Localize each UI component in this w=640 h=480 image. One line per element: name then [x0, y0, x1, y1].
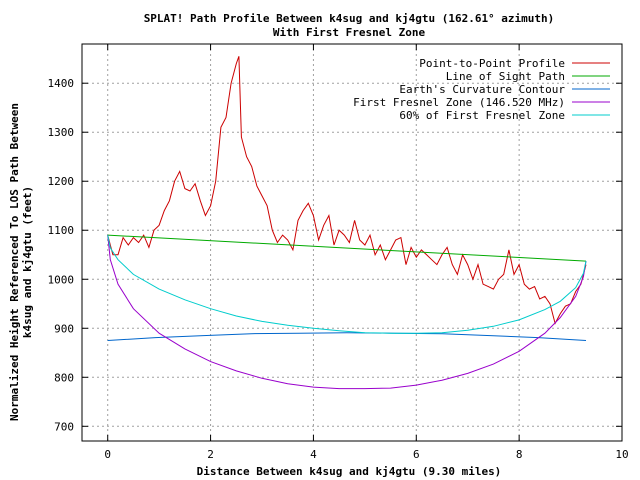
- series-line-earth-s-curvature-contour: [107, 332, 587, 341]
- x-tick-label: 10: [615, 448, 628, 461]
- legend-label: Earth's Curvature Contour: [399, 83, 565, 96]
- series-line-line-of-sight-path: [107, 234, 587, 262]
- y-tick-label: 1200: [48, 175, 75, 188]
- y-axis-label-line2: k4sug and kj4gtu (feet): [21, 186, 34, 338]
- legend-label: 60% of First Fresnel Zone: [399, 109, 565, 122]
- y-tick-label: 1400: [48, 77, 75, 90]
- y-tick-label: 1300: [48, 126, 75, 139]
- x-tick-label: 8: [516, 448, 523, 461]
- y-tick-label: 700: [54, 420, 74, 433]
- y-tick-label: 1000: [48, 273, 75, 286]
- series-group: [107, 56, 587, 390]
- series-line-60-of-first-fresnel-zone: [107, 235, 587, 334]
- chart-subtitle: With First Fresnel Zone: [273, 26, 426, 39]
- x-axis-label: Distance Between k4sug and kj4gtu (9.30 …: [197, 465, 502, 478]
- grid: [82, 44, 622, 441]
- legend-label: Point-to-Point Profile: [419, 57, 565, 70]
- y-tick-label: 900: [54, 322, 74, 335]
- y-tick-label: 800: [54, 371, 74, 384]
- legend-label: First Fresnel Zone (146.520 MHz): [353, 96, 565, 109]
- plot-frame: [81, 43, 623, 442]
- x-tick-label: 6: [413, 448, 420, 461]
- x-tick-label: 4: [310, 448, 317, 461]
- y-tick-label: 1100: [48, 224, 75, 237]
- chart-title: SPLAT! Path Profile Between k4sug and kj…: [144, 12, 555, 25]
- legend-label: Line of Sight Path: [446, 70, 565, 83]
- series-line-point-to-point-profile: [107, 56, 587, 325]
- axis-ticks: 0 2 4 6 8 10 700 800 900 1000 1100 1200 1300 1400: [48, 44, 629, 461]
- x-tick-label: 0: [104, 448, 111, 461]
- series-line-first-fresnel-zone-146-520-mhz: [107, 235, 587, 390]
- x-tick-label: 2: [207, 448, 214, 461]
- y-axis-label-line1: Normalized Height Referenced To LOS Path…: [8, 103, 21, 421]
